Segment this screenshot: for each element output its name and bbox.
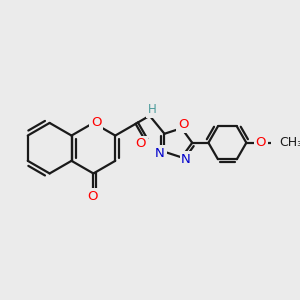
Text: O: O (87, 190, 98, 202)
Text: O: O (178, 118, 189, 131)
Text: O: O (136, 137, 146, 151)
Text: H: H (148, 103, 157, 116)
Text: O: O (91, 116, 101, 128)
Text: CH₃: CH₃ (279, 136, 300, 149)
Text: O: O (256, 136, 266, 149)
Text: N: N (181, 153, 191, 166)
Text: N: N (155, 147, 165, 160)
